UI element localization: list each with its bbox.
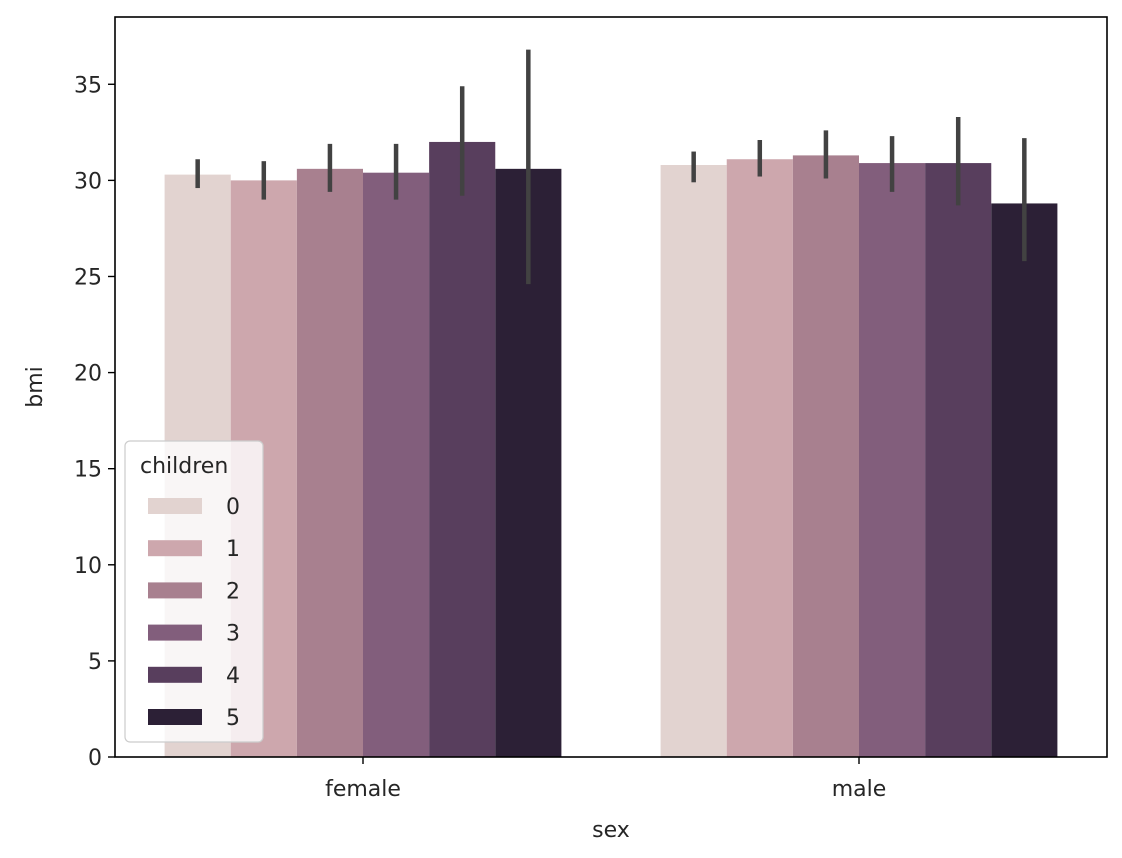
y-axis: 0 5 10 15 20 25 30 35 bbox=[74, 73, 115, 771]
legend-swatch-0 bbox=[148, 498, 202, 514]
legend: children 0 1 2 3 4 5 bbox=[124, 440, 264, 743]
legend-label-0: 0 bbox=[226, 495, 240, 520]
bar-male-children-1 bbox=[726, 159, 793, 758]
legend-label-2: 2 bbox=[226, 579, 240, 604]
bar-male-children-2 bbox=[792, 155, 859, 757]
x-tick-label-male: male bbox=[832, 777, 887, 802]
legend-swatch-3 bbox=[148, 624, 202, 641]
x-axis: female male bbox=[325, 757, 886, 802]
bar-female-children-2 bbox=[296, 168, 363, 758]
y-tick-label: 25 bbox=[74, 265, 102, 290]
y-tick-label: 20 bbox=[74, 362, 102, 387]
y-axis-label: bmi bbox=[23, 366, 48, 408]
bar-male-children-5 bbox=[991, 203, 1058, 757]
bar-female-children-3 bbox=[363, 172, 430, 757]
legend-title: children bbox=[140, 454, 228, 479]
legend-label-4: 4 bbox=[226, 664, 240, 689]
y-tick-label: 15 bbox=[74, 458, 102, 483]
legend-swatch-4 bbox=[148, 666, 202, 683]
x-axis-label: sex bbox=[592, 818, 630, 843]
bar-male-children-0 bbox=[660, 165, 727, 757]
legend-swatch-2 bbox=[148, 582, 202, 599]
bar-male-children-3 bbox=[859, 163, 926, 757]
bars-layer bbox=[164, 141, 1058, 758]
error-bars-layer bbox=[195, 49, 1027, 285]
y-tick-label: 35 bbox=[74, 73, 102, 98]
bar-female-children-4 bbox=[429, 141, 496, 757]
y-tick-label: 0 bbox=[88, 746, 102, 771]
plot-frame bbox=[114, 16, 1108, 758]
x-tick-label-female: female bbox=[325, 777, 401, 802]
y-tick-label: 30 bbox=[74, 169, 102, 194]
legend-label-5: 5 bbox=[226, 706, 240, 731]
y-tick-label: 5 bbox=[88, 650, 102, 675]
legend-items: 0 1 2 3 4 5 bbox=[148, 495, 240, 731]
legend-swatch-1 bbox=[148, 540, 202, 557]
y-tick-label: 10 bbox=[74, 554, 102, 579]
legend-label-1: 1 bbox=[226, 537, 240, 562]
legend-swatch-5 bbox=[148, 709, 202, 725]
bar-male-children-4 bbox=[925, 163, 992, 757]
legend-label-3: 3 bbox=[226, 622, 240, 647]
